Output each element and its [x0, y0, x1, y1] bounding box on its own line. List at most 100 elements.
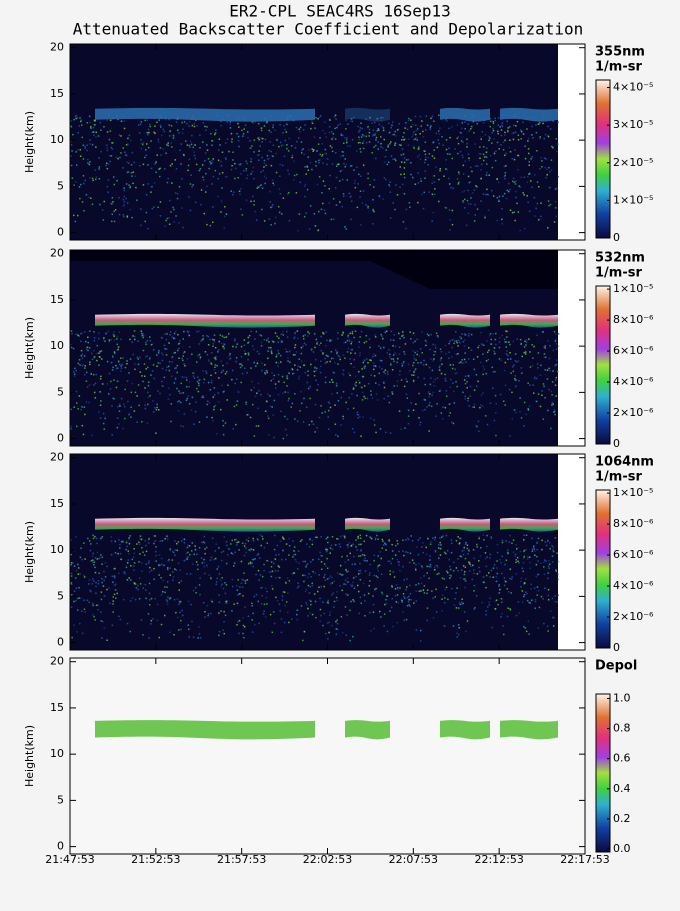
noise — [330, 218, 333, 221]
noise — [363, 367, 366, 369]
noise — [287, 360, 289, 362]
noise — [382, 147, 384, 149]
noise — [509, 609, 512, 611]
noise — [140, 208, 142, 210]
noise — [111, 624, 114, 626]
noise — [452, 422, 455, 425]
noise — [523, 550, 525, 553]
noise — [395, 135, 397, 137]
noise — [263, 546, 266, 549]
noise — [120, 357, 122, 359]
noise — [494, 394, 497, 397]
noise — [236, 624, 238, 626]
noise — [297, 585, 300, 588]
noise — [432, 343, 434, 346]
noise — [497, 124, 499, 126]
noise — [200, 203, 202, 206]
noise — [516, 338, 518, 340]
noise — [263, 125, 266, 127]
noise — [515, 559, 517, 561]
noise — [531, 344, 533, 346]
noise — [296, 609, 299, 611]
noise — [457, 152, 459, 155]
noise — [320, 561, 323, 563]
noise — [392, 358, 395, 360]
noise — [150, 623, 152, 625]
noise — [505, 197, 508, 200]
noise — [461, 122, 464, 124]
noise — [417, 539, 420, 541]
noise — [75, 569, 78, 572]
noise — [103, 200, 105, 203]
noise — [531, 599, 533, 601]
noise — [505, 341, 508, 343]
noise — [160, 154, 162, 156]
noise — [527, 140, 529, 142]
noise — [459, 577, 462, 579]
noise — [347, 145, 349, 147]
noise — [99, 391, 101, 393]
noise — [236, 343, 238, 345]
noise — [520, 138, 522, 140]
noise — [216, 433, 218, 435]
noise — [239, 363, 241, 365]
noise — [92, 602, 94, 605]
noise — [346, 571, 348, 573]
noise — [224, 592, 227, 595]
noise — [553, 331, 556, 333]
noise — [391, 393, 394, 395]
noise — [295, 351, 298, 353]
noise — [543, 622, 545, 625]
noise — [89, 589, 91, 592]
noise — [253, 361, 255, 364]
noise — [551, 555, 554, 557]
noise — [528, 338, 530, 340]
noise — [460, 132, 462, 134]
noise — [309, 537, 311, 540]
noise — [402, 331, 404, 333]
noise — [300, 605, 303, 607]
noise — [91, 352, 93, 355]
noise — [219, 334, 222, 336]
noise — [109, 160, 111, 163]
noise — [271, 340, 274, 343]
noise — [221, 583, 223, 585]
noise — [471, 578, 473, 581]
noise — [162, 148, 165, 150]
noise — [213, 406, 215, 408]
noise — [419, 133, 421, 135]
noise — [348, 340, 351, 343]
noise — [283, 538, 285, 540]
noise — [88, 540, 91, 542]
noise — [183, 330, 185, 333]
noise — [353, 359, 355, 361]
noise — [331, 150, 334, 153]
noise — [372, 133, 374, 136]
noise — [97, 604, 99, 606]
noise — [332, 133, 335, 135]
noise — [456, 124, 459, 126]
noise — [541, 331, 544, 333]
noise — [526, 195, 528, 197]
noise — [306, 166, 309, 168]
noise — [476, 122, 478, 125]
noise — [338, 543, 341, 545]
noise — [318, 416, 321, 419]
noise — [253, 348, 255, 351]
noise — [483, 156, 486, 158]
noise — [541, 166, 543, 168]
noise — [222, 629, 224, 631]
noise — [272, 126, 274, 129]
noise — [510, 592, 512, 594]
noise — [557, 143, 559, 145]
noise — [552, 616, 554, 619]
noise — [87, 162, 89, 164]
noise — [402, 550, 404, 552]
noise — [186, 573, 188, 575]
noise — [148, 637, 150, 639]
noise — [236, 589, 239, 591]
noise — [351, 341, 353, 343]
noise — [473, 389, 476, 391]
noise — [123, 200, 126, 203]
noise — [187, 551, 189, 554]
